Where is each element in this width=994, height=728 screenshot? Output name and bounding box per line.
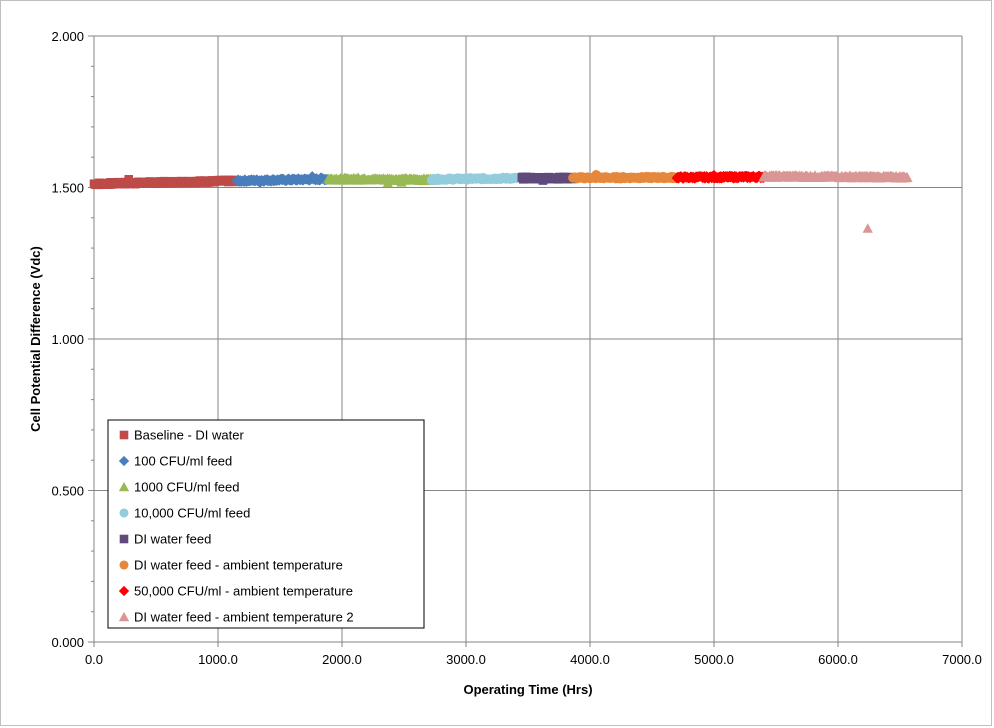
legend-label: DI water feed [134,532,211,547]
data-point [255,177,266,188]
legend: Baseline - DI water 100 CFU/ml feed 1000 C… [107,419,425,629]
x-tick-label: 6000.0 [818,652,858,667]
data-point [352,172,364,182]
y-tick-label: 0.000 [51,635,84,650]
series-50-000-cfu-ml-ambient-temperature [671,169,769,184]
x-axis-title: Operating Time (Hrs) [463,682,592,697]
data-point [307,171,318,182]
legend-marker [118,455,130,467]
series-1000-cfu-ml-feed [323,172,437,188]
data-point [902,172,913,182]
legend-marker [119,508,129,518]
data-point [538,176,548,185]
x-tick-label: 7000.0 [942,652,982,667]
x-tick-label: 2000.0 [322,652,362,667]
legend-label: DI water feed - ambient temperature [134,558,343,573]
x-tick-label: 5000.0 [694,652,734,667]
data-point [382,177,394,188]
series-baseline-di-water [89,175,241,190]
axes [88,35,963,647]
series-di-water-feed-ambient-temperature [568,169,682,184]
x-tick-label: 3000.0 [446,652,486,667]
data-point [591,169,601,179]
legend-marker [119,534,129,544]
legend-marker [119,560,129,570]
x-tick-label: 4000.0 [570,652,610,667]
y-tick-label: 2.000 [51,29,84,44]
data-point [708,169,720,181]
y-tick-label: 0.500 [51,484,84,499]
legend-box [107,419,425,629]
data-point [124,175,134,184]
series-100-cfu-ml-feed [231,171,334,188]
x-tick-label: 0.0 [85,652,103,667]
data-point [315,172,327,183]
legend-label: 100 CFU/ml feed [134,454,232,469]
legend-label: DI water feed - ambient temperature 2 [134,610,354,625]
legend-marker [119,430,129,440]
legend-label: Baseline - DI water [134,428,244,443]
series-di-water-feed [517,172,577,185]
series-10-000-cfu-ml-feed [426,172,527,186]
legend-label: 10,000 CFU/ml feed [134,506,250,521]
y-tick-label: 1.000 [51,332,84,347]
series-di-water-feed-ambient-temperature-2 [758,170,913,233]
legend-label: 1000 CFU/ml feed [134,480,240,495]
y-tick-label: 1.500 [51,181,84,196]
data-point [862,223,873,233]
data-point [396,177,407,187]
x-tick-label: 1000.0 [198,652,238,667]
data-points [89,169,913,233]
x-tick-labels: 0.0 1000.0 2000.0 3000.0 4000.0 5000.0 6000.0 7… [85,652,982,667]
legend-marker [118,611,130,622]
y-axis-title: Cell Potential Difference (Vdc) [28,246,43,432]
legend-marker [118,585,130,597]
legend-marker [118,481,130,492]
y-tick-labels: 0.000 0.500 1.000 1.500 2.000 [51,29,84,650]
legend-label: 50,000 CFU/ml - ambient temperature [134,584,353,599]
